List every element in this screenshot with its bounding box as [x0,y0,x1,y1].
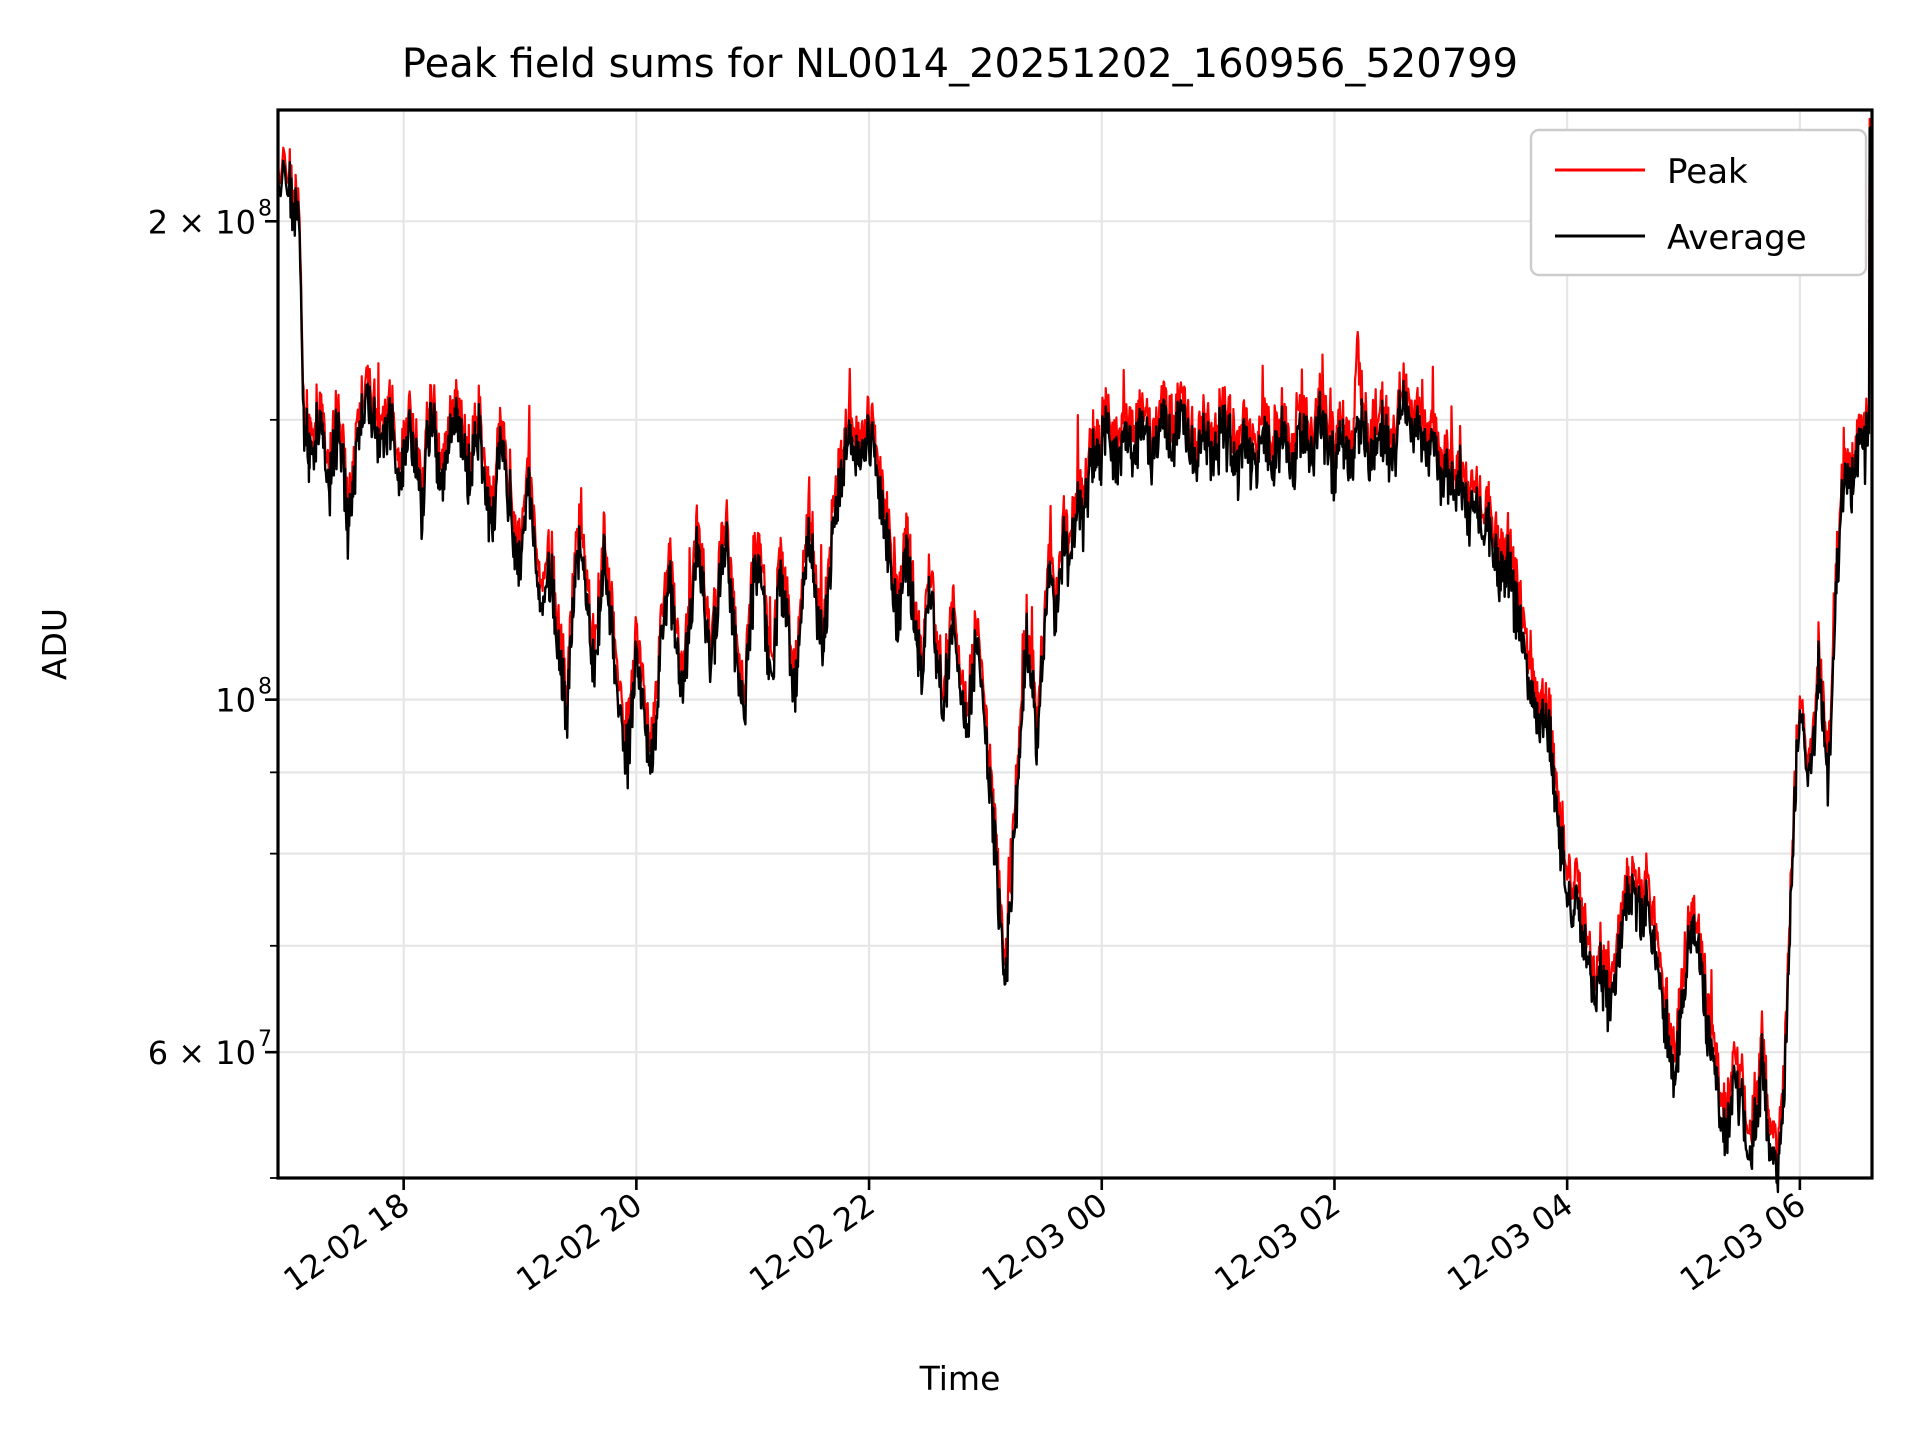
legend-background [1529,128,1868,277]
svg-text:6 × 10: 6 × 10 [148,1034,256,1072]
x-axis-label: Time [919,1359,1001,1398]
y-tick-marks [265,219,278,1179]
y-tick-label: 6 × 10 7 [148,1027,272,1072]
svg-text:2 × 10: 2 × 10 [148,203,256,241]
series-line-average [276,126,1871,1194]
x-tick-marks [402,1178,1802,1190]
legend-label-peak: Peak [1667,152,1748,192]
y-axis-label: ADU [35,608,74,680]
x-tick-label: 12-02 18 [277,1185,417,1299]
x-tick-label: 12-02 22 [742,1185,882,1299]
x-tick-label: 12-03 06 [1673,1185,1813,1299]
plot-frame [276,108,1874,1180]
y-tick-label: 2 × 10 8 [148,196,272,241]
x-tick-labels: 12-02 18 12-02 20 12-02 22 12-03 00 12-03 02… [277,1185,1813,1299]
svg-text:8: 8 [258,675,272,700]
svg-text:10: 10 [215,682,256,720]
data-series-group [276,117,1871,1194]
chart-title: Peak field sums for NL0014_20251202_1609… [402,41,1518,87]
x-tick-label: 12-03 02 [1207,1185,1347,1299]
svg-text:8: 8 [258,196,272,221]
chart-legend[interactable]: Peak Average [1529,128,1868,277]
svg-text:7: 7 [258,1027,272,1052]
legend-label-average: Average [1667,218,1807,258]
y-tick-label: 10 8 [215,675,272,720]
x-tick-label: 12-03 00 [975,1185,1115,1299]
y-tick-labels: 6 × 10 710 82 × 10 8 [148,196,272,1072]
x-tick-label: 12-02 20 [509,1185,649,1299]
x-tick-label: 12-03 04 [1440,1185,1580,1299]
